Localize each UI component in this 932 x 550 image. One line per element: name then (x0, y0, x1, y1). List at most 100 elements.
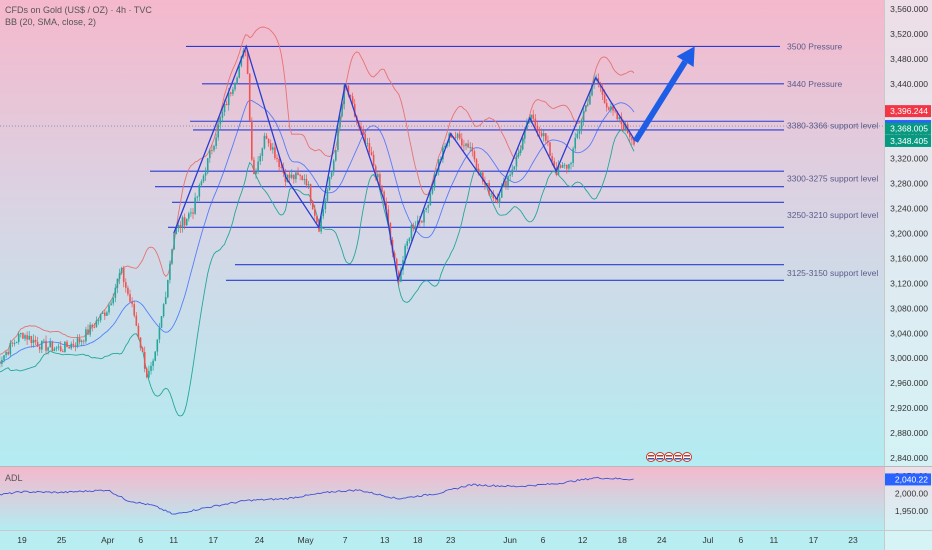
candle-body (206, 158, 209, 173)
candle-body (83, 340, 85, 342)
price-axis-tick: 3,000.000 (890, 353, 928, 363)
adl-axis-tick: 2,000.00 (895, 489, 928, 499)
candle-body (225, 103, 228, 106)
candle-body (70, 343, 73, 349)
candle-body (471, 147, 474, 152)
candle-body (458, 133, 461, 139)
price-axis-tick: 2,880.000 (890, 428, 928, 438)
candle-body (622, 124, 625, 131)
candle-body (423, 209, 425, 223)
candle-body (511, 169, 514, 175)
time-axis-tick: Jul (702, 535, 713, 545)
economic-event-flag (655, 452, 665, 462)
candle-body (482, 172, 484, 182)
candle-body (104, 312, 106, 316)
time-axis-tick: 17 (209, 535, 219, 545)
price-axis-tick: 3,480.000 (890, 54, 928, 64)
price-label-text: 3,368.005 (890, 124, 928, 134)
candle-body (269, 143, 272, 150)
candle-body (404, 245, 406, 261)
candle-body (393, 252, 396, 259)
candle-body (498, 197, 501, 204)
economic-event-flag-stripe (675, 455, 681, 457)
candle-body (631, 136, 633, 140)
candle-body (515, 156, 518, 167)
economic-event-flag (673, 452, 683, 462)
price-axis-tick: 3,440.000 (890, 79, 928, 89)
candle-body (36, 341, 39, 347)
candle-body (118, 273, 121, 279)
price-axis-tick: 3,240.000 (890, 204, 928, 214)
candle-body (427, 205, 430, 208)
candle-body (276, 157, 278, 160)
candle-body (34, 339, 37, 342)
candle-body (255, 171, 257, 174)
candle-body (53, 348, 56, 351)
candle-body (570, 162, 572, 165)
candle-body (547, 140, 549, 143)
candle-body (494, 198, 497, 199)
candle-body (343, 85, 346, 105)
price-axis-tick: 3,280.000 (890, 179, 928, 189)
candle-body (473, 151, 476, 160)
adl-axis-tick: 1,950.00 (895, 506, 928, 516)
level-annotation: 3380-3366 support level (787, 121, 878, 131)
candle-body (383, 191, 385, 202)
candle-body (219, 117, 222, 125)
candle-body (362, 130, 364, 135)
time-axis-tick: May (298, 535, 315, 545)
time-axis-tick: 25 (57, 535, 67, 545)
candle-body (135, 315, 138, 326)
time-axis-tick: Jun (503, 535, 517, 545)
candle-body (246, 52, 249, 74)
candle-body (410, 224, 413, 239)
candle-body (261, 148, 264, 156)
economic-event-flag-stripe (684, 458, 690, 460)
candle-body (190, 212, 192, 214)
candle-body (221, 112, 224, 118)
candle-body (387, 209, 390, 223)
candle-body (467, 143, 469, 148)
candle-body (610, 106, 612, 110)
time-axis-tick: 13 (380, 535, 390, 545)
candle-body (127, 287, 129, 295)
candle-body (406, 241, 409, 246)
time-axis-border (0, 530, 932, 531)
candle-body (253, 159, 255, 174)
candle-body (381, 185, 383, 192)
candle-body (349, 95, 352, 97)
candle-body (99, 313, 102, 321)
candle-body (156, 339, 159, 352)
adl-title[interactable]: ADL (5, 473, 23, 483)
candle-body (513, 166, 516, 170)
candle-body (629, 133, 631, 137)
indicator-legend[interactable]: BB (20, SMA, close, 2) (5, 17, 97, 27)
candle-body (293, 174, 295, 180)
candle-body (217, 124, 220, 138)
candle-body (43, 340, 45, 342)
candle-body (240, 56, 243, 66)
candle-body (209, 150, 211, 159)
economic-event-flag-stripe (675, 458, 681, 460)
candle-body (202, 175, 205, 182)
symbol-title[interactable]: CFDs on Gold (US$ / OZ) · 4h · TVC (5, 5, 152, 15)
pane-separator[interactable] (0, 466, 932, 467)
candle-body (320, 216, 322, 232)
candle-body (368, 143, 371, 153)
candle-body (5, 351, 7, 356)
price-axis-tick: 2,960.000 (890, 378, 928, 388)
candle-body (364, 134, 367, 144)
candle-body (51, 341, 54, 351)
candle-body (85, 329, 87, 342)
price-axis-tick: 3,080.000 (890, 303, 928, 313)
candle-body (93, 327, 96, 328)
candle-body (551, 156, 553, 162)
bollinger-basis (0, 99, 635, 364)
swing-zigzag-line (173, 44, 636, 283)
candle-body (326, 190, 329, 201)
level-annotation: 3300-3275 support level (787, 174, 878, 184)
candle-body (66, 341, 68, 347)
candle-body (141, 347, 144, 353)
price-axis-tick: 3,320.000 (890, 154, 928, 164)
